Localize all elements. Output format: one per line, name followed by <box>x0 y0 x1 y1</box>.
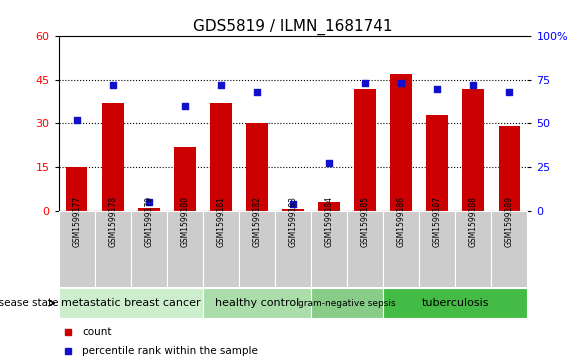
Text: GSM1599178: GSM1599178 <box>108 196 117 247</box>
Text: GSM1599180: GSM1599180 <box>180 196 189 247</box>
Bar <box>499 126 520 211</box>
Bar <box>383 211 419 287</box>
Bar <box>311 211 347 287</box>
Text: tuberculosis: tuberculosis <box>421 298 489 308</box>
Text: GSM1599179: GSM1599179 <box>144 196 154 247</box>
Bar <box>174 147 196 211</box>
Bar <box>311 288 383 318</box>
Point <box>360 81 370 86</box>
Text: GSM1599189: GSM1599189 <box>505 196 514 247</box>
Text: GSM1599187: GSM1599187 <box>432 196 442 247</box>
Point <box>288 201 298 207</box>
Point <box>108 82 117 88</box>
Bar <box>246 123 268 211</box>
Text: percentile rank within the sample: percentile rank within the sample <box>82 346 258 356</box>
Text: GSM1599186: GSM1599186 <box>397 196 406 247</box>
Bar <box>318 202 340 211</box>
Text: healthy control: healthy control <box>215 298 299 308</box>
Bar <box>383 288 527 318</box>
Bar <box>59 288 203 318</box>
Point <box>325 160 334 166</box>
Bar <box>239 211 275 287</box>
Text: GSM1599185: GSM1599185 <box>360 196 370 247</box>
Bar <box>66 167 87 211</box>
Point <box>505 89 514 95</box>
Text: count: count <box>82 327 111 337</box>
Point <box>72 117 81 123</box>
Bar <box>275 211 311 287</box>
Text: disease state: disease state <box>0 298 59 308</box>
Point <box>180 103 189 109</box>
Bar <box>455 211 491 287</box>
Point <box>144 199 154 205</box>
Title: GDS5819 / ILMN_1681741: GDS5819 / ILMN_1681741 <box>193 19 393 35</box>
Text: GSM1599181: GSM1599181 <box>216 196 226 247</box>
Text: GSM1599183: GSM1599183 <box>288 196 298 247</box>
Bar <box>282 209 304 211</box>
Bar <box>203 288 311 318</box>
Point <box>469 82 478 88</box>
Bar <box>95 211 131 287</box>
Bar <box>390 74 412 211</box>
Bar <box>347 211 383 287</box>
Bar <box>203 211 239 287</box>
Text: metastatic breast cancer: metastatic breast cancer <box>61 298 200 308</box>
Bar <box>210 103 231 211</box>
Bar <box>102 103 124 211</box>
Bar <box>462 89 484 211</box>
Text: GSM1599184: GSM1599184 <box>325 196 333 247</box>
Bar <box>491 211 527 287</box>
Bar <box>138 208 159 211</box>
Text: GSM1599177: GSM1599177 <box>72 196 81 247</box>
Bar <box>427 115 448 211</box>
Bar <box>355 89 376 211</box>
Text: GSM1599188: GSM1599188 <box>469 196 478 247</box>
Point <box>432 86 442 91</box>
Bar <box>59 211 95 287</box>
Bar <box>167 211 203 287</box>
Point <box>252 89 261 95</box>
Text: GSM1599182: GSM1599182 <box>253 196 261 247</box>
Point <box>397 81 406 86</box>
Bar <box>131 211 167 287</box>
Point <box>216 82 226 88</box>
Text: gram-negative sepsis: gram-negative sepsis <box>298 299 396 307</box>
Bar <box>419 211 455 287</box>
